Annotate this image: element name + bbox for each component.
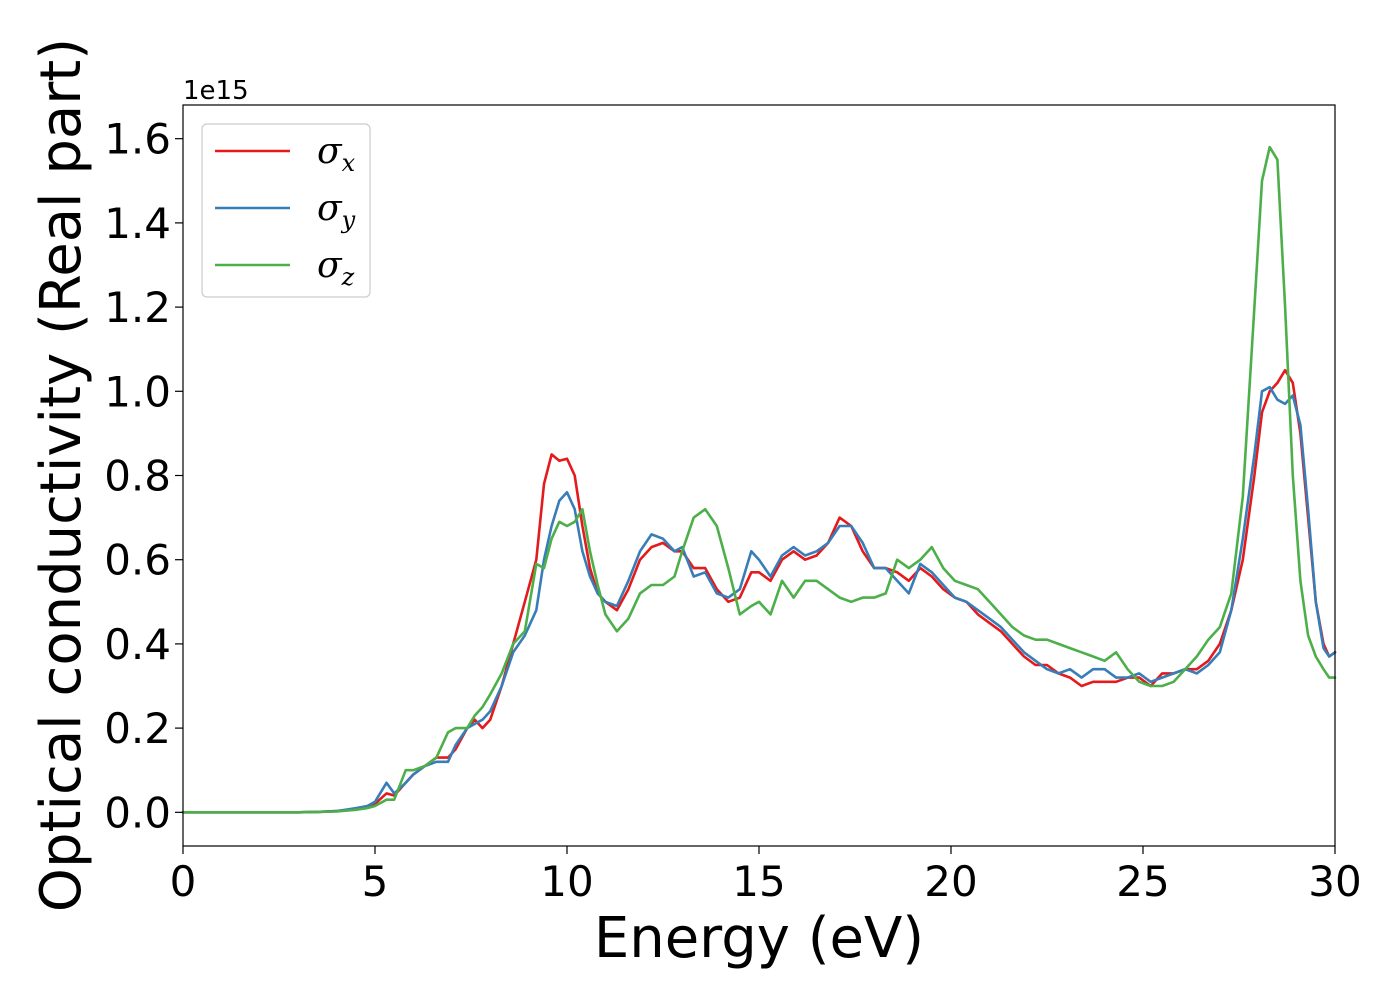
y-tick-label: 0.8 — [104, 452, 171, 501]
series-line-x — [181, 368, 1337, 814]
y-tick-label: 1.2 — [104, 283, 171, 332]
y-tick-label: 1.6 — [104, 115, 171, 164]
y-axis-title: Optical conductivity (Real part) — [29, 38, 94, 912]
legend-subscript: y — [341, 206, 356, 234]
x-tick-label: 20 — [924, 857, 977, 906]
legend-subscript: x — [342, 149, 356, 177]
x-tick-label: 10 — [540, 857, 593, 906]
y-tick-label: 0.6 — [104, 536, 171, 585]
x-tick-label: 5 — [362, 857, 389, 906]
legend-subscript: z — [341, 263, 355, 291]
series-layer — [181, 145, 1337, 814]
y-axis: 0.0 0.2 0.4 0.6 0.8 1.0 1.2 1.4 1.6 — [104, 115, 183, 837]
x-tick-label: 25 — [1116, 857, 1169, 906]
x-tick-label: 30 — [1308, 857, 1361, 906]
y-offset-label: 1e15 — [183, 76, 249, 106]
y-tick-label: 0.2 — [104, 704, 171, 753]
x-axis-title: Energy (eV) — [594, 906, 924, 971]
y-tick-label: 0.0 — [104, 788, 171, 837]
x-tick-label: 15 — [732, 857, 785, 906]
y-tick-label: 1.4 — [104, 199, 171, 248]
series-line-y — [181, 385, 1337, 814]
y-tick-label: 0.4 — [104, 620, 171, 669]
x-axis: 0 5 10 15 20 25 30 — [170, 846, 1362, 906]
x-tick-label: 0 — [170, 857, 197, 906]
series-line-z — [181, 145, 1337, 814]
legend-frame — [201, 123, 371, 298]
y-tick-label: 1.0 — [104, 367, 171, 416]
